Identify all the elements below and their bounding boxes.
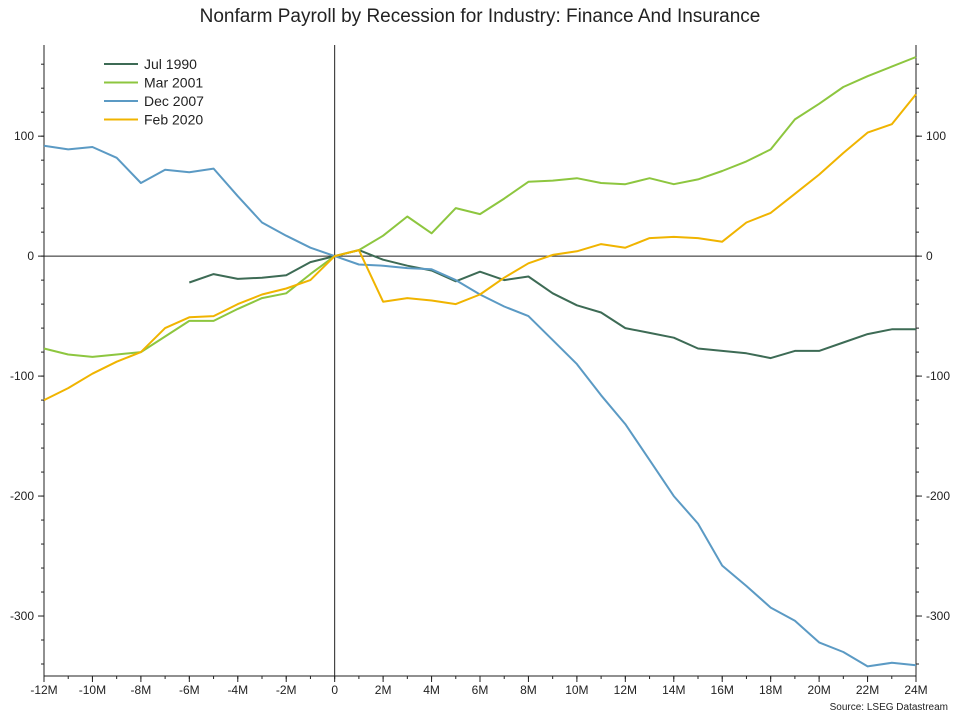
x-tick-label: 18M bbox=[759, 683, 782, 697]
y-tick-label-left: 0 bbox=[27, 249, 34, 263]
y-tick-label-right: -300 bbox=[926, 609, 950, 623]
x-tick-label: -6M bbox=[179, 683, 200, 697]
legend-label-jul-1990: Jul 1990 bbox=[144, 56, 197, 72]
y-tick-label-right: -100 bbox=[926, 369, 950, 383]
x-tick-label: 0 bbox=[331, 683, 338, 697]
x-tick-label: 4M bbox=[423, 683, 440, 697]
x-tick-label: -10M bbox=[79, 683, 106, 697]
series-line-dec-2007 bbox=[43, 144, 917, 668]
x-tick-label: 2M bbox=[375, 683, 392, 697]
y-tick-label-left: -200 bbox=[10, 489, 34, 503]
y-tick-label-left: -300 bbox=[10, 609, 34, 623]
x-tick-label: 22M bbox=[856, 683, 879, 697]
legend-label-feb-2020: Feb 2020 bbox=[144, 112, 203, 128]
y-tick-label-left: 100 bbox=[14, 129, 34, 143]
x-tick-label: 6M bbox=[472, 683, 489, 697]
y-tick-label-right: -200 bbox=[926, 489, 950, 503]
series-line-feb-2020 bbox=[43, 93, 917, 401]
chart-title: Nonfarm Payroll by Recession for Industr… bbox=[199, 6, 761, 27]
x-tick-label: 10M bbox=[565, 683, 588, 697]
series-line-mar-2001 bbox=[43, 56, 917, 358]
x-tick-label: -2M bbox=[276, 683, 297, 697]
series-line-jul-1990 bbox=[188, 249, 916, 360]
x-tick-label: -8M bbox=[131, 683, 152, 697]
legend-label-dec-2007: Dec 2007 bbox=[144, 93, 204, 109]
x-tick-label: 8M bbox=[520, 683, 537, 697]
y-tick-label-right: 0 bbox=[926, 249, 933, 263]
x-tick-label: 24M bbox=[904, 683, 927, 697]
x-tick-label: 16M bbox=[711, 683, 734, 697]
x-tick-label: -12M bbox=[30, 683, 57, 697]
y-tick-label-left: -100 bbox=[10, 369, 34, 383]
x-tick-label: -4M bbox=[227, 683, 248, 697]
y-tick-label-right: 100 bbox=[926, 129, 946, 143]
x-tick-label: 14M bbox=[662, 683, 685, 697]
x-tick-label: 20M bbox=[807, 683, 830, 697]
source-note: Source: LSEG Datastream bbox=[829, 702, 948, 713]
x-tick-label: 12M bbox=[614, 683, 637, 697]
legend-label-mar-2001: Mar 2001 bbox=[144, 75, 203, 91]
